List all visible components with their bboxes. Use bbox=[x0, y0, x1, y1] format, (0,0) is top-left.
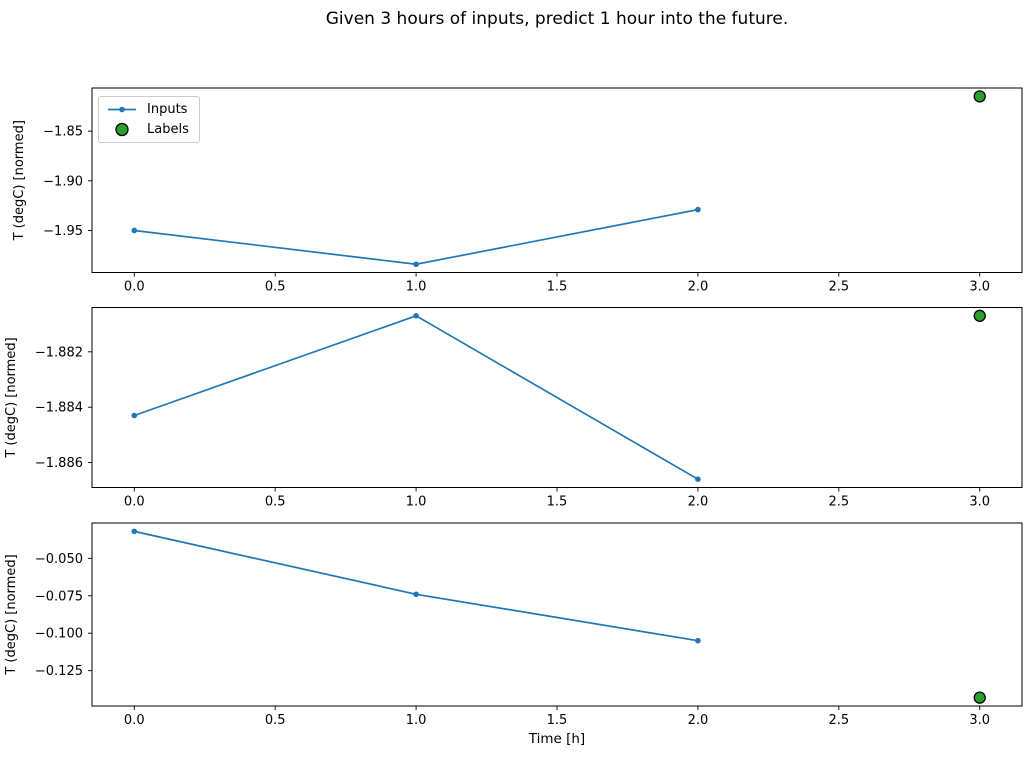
x-tick-label: 1.5 bbox=[547, 280, 568, 295]
inputs-marker bbox=[413, 261, 419, 268]
inputs-marker bbox=[695, 476, 701, 482]
y-tick-label: −0.125 bbox=[35, 664, 83, 679]
x-tick-label: 0.5 bbox=[265, 280, 286, 295]
x-tick-label: 3.0 bbox=[969, 713, 990, 728]
y-tick-label: −0.075 bbox=[35, 589, 83, 604]
legend-item-labels: Labels bbox=[107, 122, 189, 137]
x-tick-label: 2.5 bbox=[828, 713, 849, 728]
x-tick-label: 1.5 bbox=[547, 713, 568, 728]
labels-marker bbox=[973, 90, 986, 103]
inputs-marker bbox=[131, 412, 138, 419]
x-tick-label: 0.0 bbox=[124, 495, 145, 510]
x-tick-label: 2.5 bbox=[828, 495, 849, 510]
inputs-marker bbox=[131, 227, 138, 234]
y-tick-label: −1.85 bbox=[43, 125, 83, 140]
legend-item-inputs: Inputs bbox=[107, 102, 189, 117]
x-tick-label: 2.0 bbox=[688, 713, 709, 728]
x-tick-label: 1.0 bbox=[406, 280, 427, 295]
legend: Inputs Labels bbox=[98, 96, 200, 143]
inputs-marker bbox=[413, 313, 419, 319]
inputs-line bbox=[134, 530, 699, 642]
y-tick-label: −0.050 bbox=[35, 552, 83, 567]
axes-frame bbox=[91, 87, 1023, 273]
inputs-marker bbox=[131, 528, 138, 535]
x-tick-label: 0.0 bbox=[124, 713, 145, 728]
y-axis-label: T (degC) [normed] bbox=[4, 554, 19, 675]
figure-title: Given 3 hours of inputs, predict 1 hour … bbox=[325, 9, 789, 29]
inputs-marker bbox=[695, 637, 701, 644]
axes-frame bbox=[91, 307, 1023, 488]
x-tick-label: 0.0 bbox=[124, 280, 145, 295]
x-tick-label: 1.0 bbox=[406, 495, 427, 510]
labels-circle-icon bbox=[115, 122, 129, 137]
legend-label-inputs: Inputs bbox=[147, 102, 188, 117]
x-tick-label: 2.5 bbox=[828, 280, 849, 295]
x-tick-label: 2.0 bbox=[688, 495, 709, 510]
x-axis-label: Time [h] bbox=[528, 731, 586, 747]
y-axis-label: T (degC) [normed] bbox=[12, 120, 27, 241]
labels-marker bbox=[973, 309, 986, 322]
y-tick-label: −0.100 bbox=[35, 627, 83, 642]
y-tick-label: −1.886 bbox=[35, 456, 83, 471]
inputs-line-icon bbox=[108, 106, 136, 113]
y-tick-label: −1.95 bbox=[43, 224, 83, 239]
subplot-3: 0.0 0.5 1.0 1.5 2.0 2.5 3.0 −0.050 −0.075 −0.100 −… bbox=[4, 522, 1023, 728]
labels-marker bbox=[973, 691, 986, 704]
subplot-1: 0.0 0.5 1.0 1.5 2.0 2.5 3.0 −1.85 −1.90 −1.95 T (d… bbox=[12, 87, 1023, 295]
x-tick-label: 3.0 bbox=[969, 495, 990, 510]
axes-frame bbox=[91, 522, 1023, 707]
legend-label-labels: Labels bbox=[147, 122, 189, 137]
y-tick-label: −1.882 bbox=[35, 345, 83, 360]
inputs-marker bbox=[413, 591, 419, 598]
x-tick-label: 3.0 bbox=[969, 280, 990, 295]
inputs-line bbox=[133, 314, 699, 480]
x-tick-label: 1.0 bbox=[406, 713, 427, 728]
y-tick-label: −1.884 bbox=[35, 401, 83, 416]
y-tick-label: −1.90 bbox=[43, 174, 83, 189]
x-tick-label: 2.0 bbox=[688, 280, 709, 295]
x-tick-label: 1.5 bbox=[547, 495, 568, 510]
x-tick-label: 0.5 bbox=[265, 495, 286, 510]
y-axis-label: T (degC) [normed] bbox=[4, 337, 19, 458]
subplot-2: 0.0 0.5 1.0 1.5 2.0 2.5 3.0 −1.882 −1.884 −1.886 T… bbox=[4, 307, 1023, 510]
inputs-marker bbox=[695, 206, 701, 213]
x-tick-label: 0.5 bbox=[265, 713, 286, 728]
inputs-line bbox=[134, 208, 699, 266]
